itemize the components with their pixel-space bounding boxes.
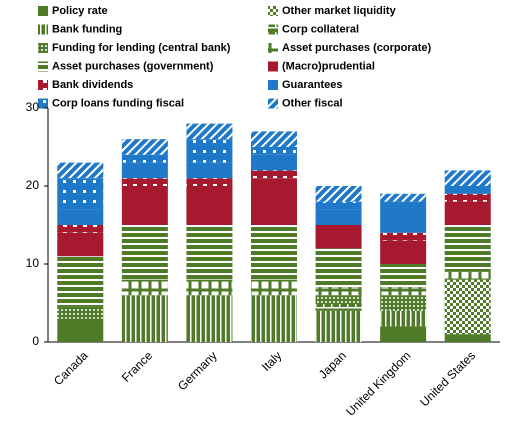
bar-pattern	[444, 170, 491, 186]
legend-label: Funding for lending (central bank)	[52, 42, 231, 54]
legend-label: Asset purchases (corporate)	[282, 42, 431, 54]
bar-pattern	[251, 295, 297, 342]
bar-segment	[57, 318, 104, 342]
legend-swatch-pattern	[268, 98, 278, 109]
bar-segment	[315, 209, 362, 225]
x-tick-label: United States	[417, 348, 478, 409]
bar-pattern	[57, 256, 104, 307]
bar-pattern	[57, 306, 104, 319]
bar-pattern	[315, 295, 362, 303]
y-tick-label: 30	[26, 100, 40, 114]
legend-swatch	[268, 61, 278, 72]
bar-pattern	[380, 287, 427, 296]
y-tick-label: 10	[26, 256, 40, 270]
bar-pattern	[380, 310, 427, 327]
legend-label: Guarantees	[282, 79, 343, 91]
bar-pattern	[121, 154, 168, 163]
y-tick-label: 0	[32, 334, 39, 348]
x-tick-label: Japan	[316, 348, 349, 381]
bar-pattern	[251, 279, 297, 296]
bar-pattern	[186, 123, 233, 140]
bar-pattern	[315, 186, 362, 202]
legend-swatch-pattern	[38, 24, 48, 35]
legend-label: Corp loans funding fiscal	[52, 97, 184, 109]
bar-pattern	[380, 264, 427, 288]
bar-pattern	[444, 279, 491, 335]
legend-swatch-pattern	[268, 6, 278, 16]
bar-segment	[315, 225, 362, 249]
bar-pattern	[315, 310, 362, 342]
bar-pattern	[186, 225, 233, 280]
x-tick-label: United Kingdom	[343, 348, 413, 418]
bar-pattern	[121, 225, 168, 280]
bar-pattern	[121, 279, 168, 296]
bar-pattern	[251, 131, 297, 147]
bar-pattern	[186, 178, 233, 186]
x-tick-label: Germany	[175, 348, 220, 393]
x-tick-label: Canada	[51, 348, 91, 388]
bar-pattern	[186, 279, 233, 296]
bar-pattern	[444, 193, 491, 202]
bar-pattern	[121, 139, 168, 155]
bar-pattern	[57, 178, 104, 210]
bar-pattern	[186, 139, 233, 163]
bar-pattern	[57, 162, 104, 179]
bar-segment	[380, 326, 427, 342]
legend-swatch-pattern	[38, 80, 48, 90]
bar-pattern	[315, 287, 362, 296]
bar-segment	[186, 186, 233, 225]
bar-segment	[121, 162, 168, 179]
bar-pattern	[315, 303, 362, 311]
bar-pattern	[444, 271, 491, 280]
legend-label: Other market liquidity	[282, 5, 397, 17]
legend-label: Other fiscal	[282, 97, 343, 109]
bar-segment	[251, 178, 297, 225]
legend-label: (Macro)prudential	[282, 60, 375, 72]
bar-pattern	[444, 225, 491, 272]
legend-swatch-pattern	[268, 24, 278, 35]
legend-label: Asset purchases (government)	[52, 60, 214, 72]
bar-segment	[251, 154, 297, 171]
bar-pattern	[121, 178, 168, 186]
legend-swatch	[38, 6, 48, 16]
bar-pattern	[57, 225, 104, 233]
legend-label: Bank funding	[52, 23, 122, 35]
legend-swatch-pattern	[38, 43, 48, 53]
bar-pattern	[380, 193, 427, 202]
bar-segment	[444, 201, 491, 225]
legend-swatch-pattern	[38, 98, 48, 109]
y-tick-label: 20	[26, 178, 40, 192]
legend-label: Corp collateral	[282, 23, 359, 35]
bar-pattern	[251, 225, 297, 280]
bar-pattern	[380, 295, 427, 311]
bar-segment	[121, 186, 168, 225]
legend-swatch-pattern	[268, 43, 278, 53]
bar-segment	[380, 201, 427, 233]
bar-pattern	[380, 232, 427, 241]
bar-segment	[444, 334, 491, 342]
bar-segment	[444, 186, 491, 194]
bar-pattern	[315, 248, 362, 288]
bar-pattern	[186, 295, 233, 342]
bar-pattern	[251, 170, 297, 179]
legend-label: Bank dividends	[52, 79, 133, 91]
legend-swatch	[268, 80, 278, 90]
legend-label: Policy rate	[52, 5, 108, 17]
legend-swatch-pattern	[38, 61, 48, 72]
bar-segment	[57, 232, 104, 257]
bar-pattern	[315, 201, 362, 210]
x-tick-label: Italy	[259, 348, 284, 373]
x-tick-label: France	[119, 348, 156, 385]
bar-pattern	[121, 295, 168, 342]
bar-segment	[57, 209, 104, 225]
bar-segment	[380, 240, 427, 264]
bar-segment	[186, 162, 233, 179]
bar-pattern	[251, 147, 297, 155]
